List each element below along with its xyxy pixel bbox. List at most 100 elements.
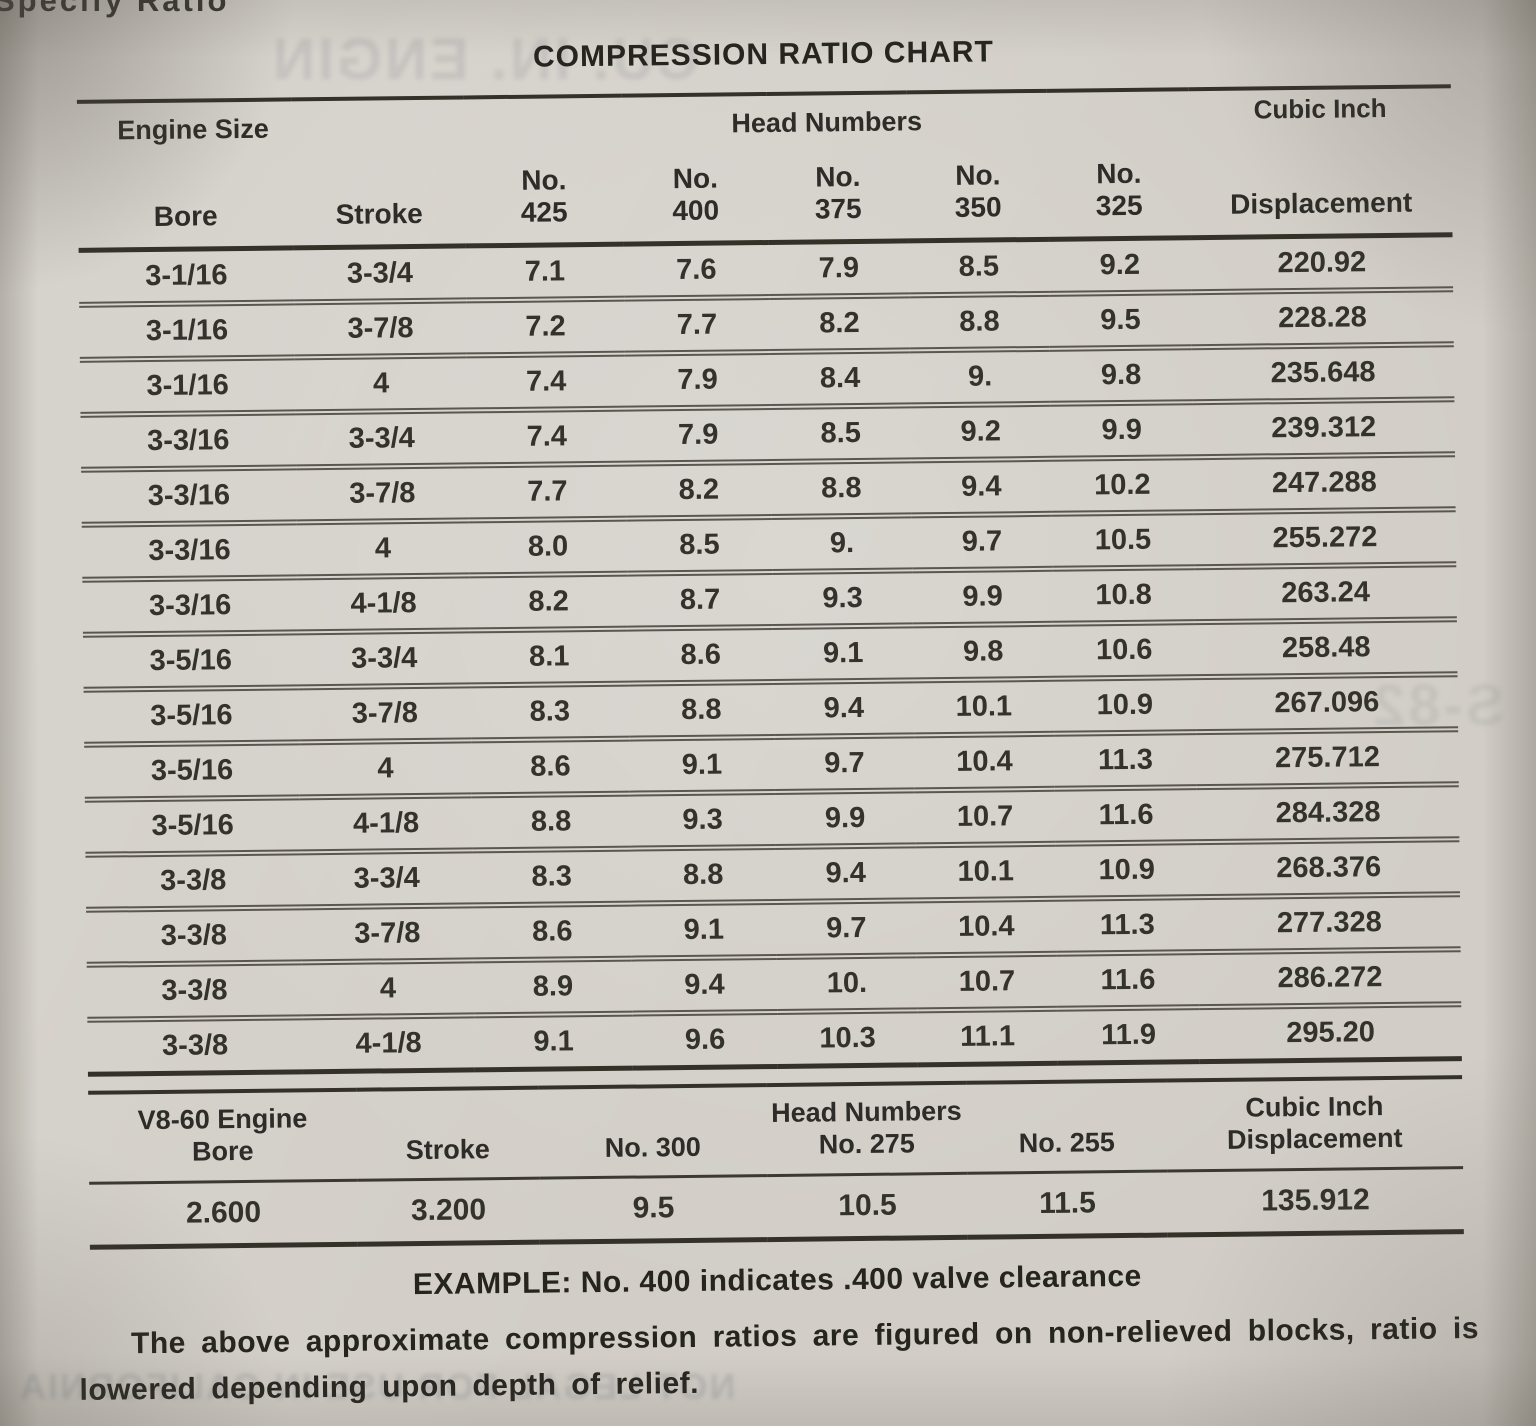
ratio-350-cell: 9.7 xyxy=(911,513,1053,571)
ratio-350-cell: 9.4 xyxy=(911,458,1052,516)
v8-head-275-label: No. 275 xyxy=(818,1128,915,1160)
ratio-425-cell: 8.6 xyxy=(473,903,632,961)
ratio-425-cell: 8.3 xyxy=(472,848,632,906)
stroke-cell: 4 xyxy=(301,960,475,1018)
displacement-cell: 284.328 xyxy=(1196,784,1460,843)
ratio-400-cell: 8.7 xyxy=(627,571,773,629)
ratio-375-cell: 10. xyxy=(776,955,918,1012)
v8-ratio-255-cell: 11.5 xyxy=(967,1170,1168,1238)
v8-60-table: V8-60 Engine Bore Stroke No. 300 Head Nu… xyxy=(88,1075,1464,1250)
v8-ratio-300-cell: 9.5 xyxy=(539,1175,768,1242)
bore-cell: 3-3/16 xyxy=(81,467,297,525)
v8-stroke-cell: 3.200 xyxy=(357,1177,540,1245)
ratio-325-cell: 10.2 xyxy=(1051,457,1194,514)
displacement-cell: 239.312 xyxy=(1192,399,1456,458)
ratio-325-cell: 9.2 xyxy=(1048,237,1192,294)
ratio-375-cell: 8.8 xyxy=(771,460,912,517)
ratio-350-cell: 8.5 xyxy=(908,239,1050,296)
bore-column-header: Bore xyxy=(77,153,294,251)
stroke-cell: 4-1/8 xyxy=(299,795,473,853)
displacement-cell: 228.28 xyxy=(1191,289,1454,348)
v8-head-275-column-header: Head Numbers No. 275 xyxy=(766,1082,968,1176)
compression-ratio-table: Engine Size Head Numbers Cubic Inch Bore… xyxy=(76,84,1462,1077)
head-numbers-header: Head Numbers xyxy=(731,106,923,139)
page-content: COMPRESSION RATIO CHART Engine Size Head… xyxy=(76,30,1479,1414)
ratio-350-cell: 10.7 xyxy=(916,953,1058,1011)
ratio-400-cell: 7.9 xyxy=(625,406,772,464)
head-number: 325 xyxy=(1095,189,1143,222)
bore-cell: 3-1/16 xyxy=(78,247,295,305)
head-number: 400 xyxy=(672,194,720,226)
ratio-425-cell: 8.6 xyxy=(471,738,630,796)
stroke-cell: 4 xyxy=(296,520,470,578)
ratio-350-cell: 10.1 xyxy=(913,678,1055,736)
no-label: No. xyxy=(521,163,567,196)
ratio-425-cell: 8.8 xyxy=(471,793,631,851)
v8-displacement-label: Displacement xyxy=(1226,1123,1403,1156)
ratio-325-cell: 10.8 xyxy=(1052,567,1195,624)
ratio-375-cell: 9.1 xyxy=(772,625,914,682)
ratio-400-cell: 9.3 xyxy=(629,791,776,849)
head-325-column-header: No. 325 xyxy=(1047,143,1191,240)
stroke-cell: 4 xyxy=(299,740,472,798)
ratio-400-cell: 8.2 xyxy=(626,461,772,519)
ratio-400-cell: 7.9 xyxy=(624,351,771,409)
ratio-325-cell: 9.5 xyxy=(1049,292,1192,349)
no-label: No. xyxy=(1096,157,1142,189)
cropped-corner-text: Specify Ratio xyxy=(0,0,230,18)
displacement-cell: 286.272 xyxy=(1198,949,1462,1008)
ratio-425-cell: 7.1 xyxy=(465,244,625,301)
ratio-325-cell: 10.9 xyxy=(1055,842,1199,899)
ratio-325-cell: 11.6 xyxy=(1056,952,1200,1009)
ratio-325-cell: 11.9 xyxy=(1057,1007,1200,1064)
stroke-column-header: Stroke xyxy=(292,151,466,248)
ratio-350-cell: 8.8 xyxy=(909,293,1050,351)
ratio-425-cell: 8.1 xyxy=(469,628,629,686)
displacement-cell: 295.20 xyxy=(1199,1004,1462,1062)
displacement-cell: 267.096 xyxy=(1195,674,1459,733)
ratio-350-cell: 9.8 xyxy=(912,623,1054,681)
ratio-325-cell: 9.9 xyxy=(1050,402,1194,459)
ratio-350-cell: 9. xyxy=(909,348,1051,406)
ratio-375-cell: 9.3 xyxy=(772,570,913,627)
ratio-325-cell: 11.3 xyxy=(1056,897,1199,954)
bore-cell: 3-3/16 xyxy=(81,522,298,580)
displacement-cell: 263.24 xyxy=(1194,564,1457,623)
stroke-cell: 3-7/8 xyxy=(296,465,469,523)
compression-table-header: Engine Size Head Numbers Cubic Inch Bore… xyxy=(77,86,1453,251)
displacement-cell: 275.712 xyxy=(1196,729,1459,788)
v8-engine-label: V8-60 Engine xyxy=(137,1103,308,1136)
no-label: No. xyxy=(815,160,861,193)
no-label: No. xyxy=(955,158,1001,191)
ratio-375-cell: 8.5 xyxy=(770,405,912,462)
head-400-column-header: No. 400 xyxy=(622,148,769,245)
ratio-375-cell: 8.4 xyxy=(769,350,911,407)
example-note: EXAMPLE: No. 400 indicates .400 valve cl… xyxy=(412,1259,1142,1301)
head-350-column-header: No. 350 xyxy=(907,144,1049,241)
v8-head-numbers-label: Head Numbers xyxy=(770,1095,962,1129)
ratio-375-cell: 9.4 xyxy=(775,845,917,902)
ratio-375-cell: 9. xyxy=(771,515,913,572)
bore-cell: 3-5/16 xyxy=(82,632,299,690)
ratio-425-cell: 8.2 xyxy=(469,573,628,631)
ratio-425-cell: 7.2 xyxy=(466,298,625,356)
displacement-cell: 258.48 xyxy=(1194,619,1458,678)
ratio-325-cell: 9.8 xyxy=(1049,347,1193,404)
ratio-400-cell: 9.1 xyxy=(629,736,775,794)
ratio-350-cell: 10.4 xyxy=(914,733,1055,791)
bore-cell: 3-3/8 xyxy=(87,1017,303,1075)
v8-ratio-275-cell: 10.5 xyxy=(767,1173,968,1240)
stroke-cell: 4-1/8 xyxy=(302,1015,475,1072)
ratio-400-cell: 8.8 xyxy=(628,681,775,739)
ratio-325-cell: 10.5 xyxy=(1051,512,1195,569)
no-label: No. xyxy=(672,162,719,194)
ratio-400-cell: 9.1 xyxy=(631,901,777,959)
ratio-400-cell: 9.6 xyxy=(632,1011,778,1069)
ratio-350-cell: 9.9 xyxy=(912,568,1053,626)
bore-cell: 3-3/16 xyxy=(80,412,297,470)
engine-size-header: Engine Size xyxy=(117,113,269,146)
ratio-325-cell: 10.9 xyxy=(1053,677,1197,734)
ratio-350-cell: 11.1 xyxy=(917,1008,1058,1065)
displacement-cell: 247.288 xyxy=(1193,454,1456,513)
